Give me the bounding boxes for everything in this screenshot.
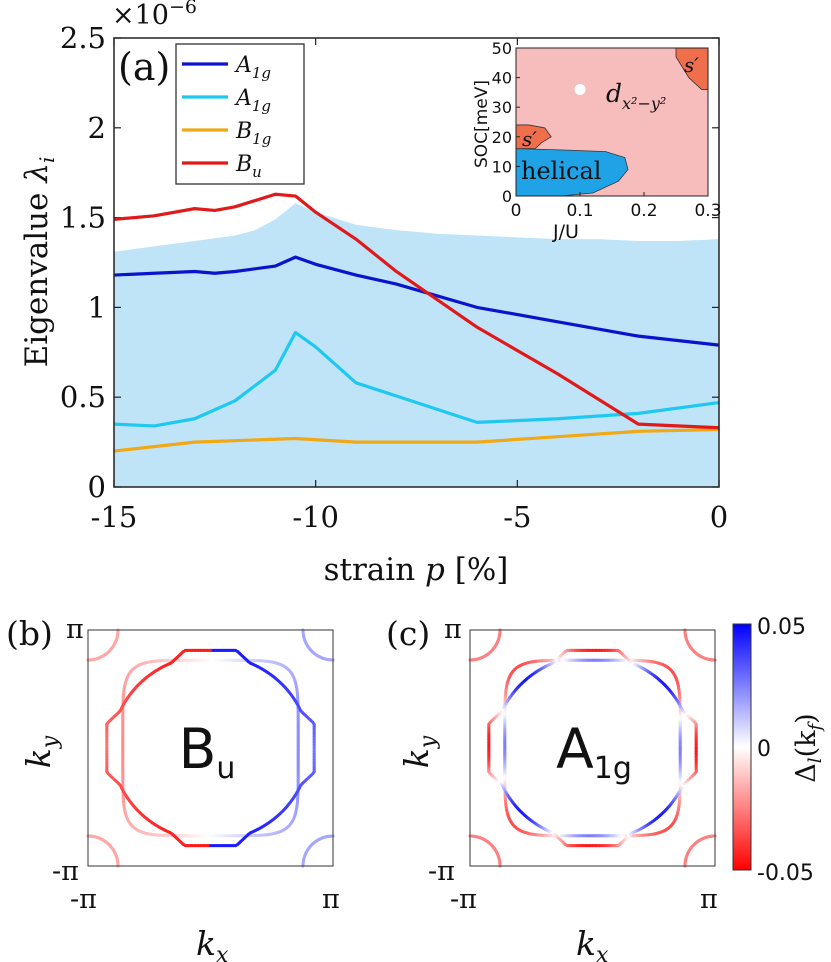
c-symmetry-label: A1g xyxy=(556,717,632,786)
colorbar-min-label: -0.05 xyxy=(757,861,814,886)
a-legend-box xyxy=(175,43,305,185)
b-xtick-right: π xyxy=(322,884,340,915)
b-xtick-left: -π xyxy=(70,884,97,915)
a-xtick-label: -10 xyxy=(292,500,339,534)
colorbar-max-label: 0.05 xyxy=(757,615,806,640)
b-fermi-surface xyxy=(86,628,335,868)
b-y-axis-label: ky xyxy=(19,735,63,768)
a-xtick-label: 0 xyxy=(710,500,728,534)
inset-ytick-label: 10 xyxy=(492,157,512,176)
c-panel-label: (c) xyxy=(386,614,430,653)
a-y-axis-label: Eigenvalue λi xyxy=(19,157,59,368)
inset-regions-layer xyxy=(515,47,709,197)
b-ytick-bottom: -π xyxy=(52,856,79,887)
c-y-axis-label: ky xyxy=(397,735,441,768)
c-ytick-top: π xyxy=(444,614,462,645)
inset-label-s-prime-high: s′ xyxy=(684,53,699,77)
a-legend-items: A1g A1g B1g Bu xyxy=(182,53,271,181)
panel-a: -15 -10 -5 000.511.522.5 ×10−6 (a) strain p… xyxy=(19,0,728,588)
colorbar-mid-label: 0 xyxy=(757,737,771,762)
a-ytick-label: 2.5 xyxy=(60,21,106,55)
a-xtick-label: -5 xyxy=(503,500,531,534)
colorbar-gradient xyxy=(732,623,752,871)
a-series-line-1 xyxy=(113,330,720,428)
b-symmetry-label: Bu xyxy=(179,717,236,786)
c-xtick-left: -π xyxy=(450,884,477,915)
inset-marker-point xyxy=(574,83,586,95)
panel-b: (b) π -π -π π kx ky Bu xyxy=(6,614,340,962)
b-x-axis-label: kx xyxy=(196,924,229,962)
inset-xtick-label: 0 xyxy=(511,201,522,221)
b-ytick-top: π xyxy=(66,614,84,645)
a-series-line-2 xyxy=(113,427,720,453)
colorbar: 0.05 0 -0.05 Δl(kf) xyxy=(732,615,826,886)
c-fermi-surface xyxy=(468,628,717,868)
colorbar-label: Δl(kf) xyxy=(791,713,826,782)
a-series-line-0 xyxy=(113,255,720,347)
a-xtick-label: -15 xyxy=(91,500,138,534)
a-series-layer xyxy=(113,192,720,453)
a-legend-label-3: Bu xyxy=(235,152,262,181)
c-x-axis-label: kx xyxy=(576,924,609,962)
a-ticks-layer: -15 -10 -5 000.511.522.5 xyxy=(60,21,728,534)
a-ytick-label: 2 xyxy=(88,111,106,145)
a-panel-label: (a) xyxy=(118,45,170,89)
a-plot-frame xyxy=(113,37,720,488)
inset-region-2 xyxy=(515,124,552,150)
a-band-layer xyxy=(114,203,719,487)
b-panel-label: (b) xyxy=(6,614,53,653)
inset-region-1 xyxy=(515,148,629,197)
inset-ytick-label: 30 xyxy=(492,98,512,117)
c-ytick-bottom: -π xyxy=(428,856,455,887)
b-plot-frame xyxy=(87,629,334,867)
inset-ticks-layer: 0 0.1 0.2 0.3 0 10 20 30 40 50 xyxy=(492,39,722,221)
inset-label-helical: helical xyxy=(521,157,601,185)
inset-xtick-label: 0.1 xyxy=(566,201,593,221)
a-series-line-3 xyxy=(113,192,720,430)
a-shaded-band xyxy=(114,203,719,487)
inset-frame xyxy=(515,47,709,197)
inset-x-axis-label: J/U xyxy=(552,221,579,243)
a-ytick-label: 1 xyxy=(88,290,106,324)
c-xtick-right: π xyxy=(700,884,718,915)
a-x-axis-label: strain p [%] xyxy=(324,552,509,588)
inset-y-axis-label: SOC[meV] xyxy=(472,80,492,168)
inset-xtick-label: 0.3 xyxy=(694,201,721,221)
inset-ytick-label: 0 xyxy=(502,187,512,206)
inset-ytick-label: 20 xyxy=(492,128,512,147)
inset-xtick-label: 0.2 xyxy=(630,201,657,221)
a-ytick-label: 0 xyxy=(88,470,106,504)
a-ytick-label: 0.5 xyxy=(60,380,106,414)
a-legend-label-2: B1g xyxy=(235,119,271,148)
inset-ytick-label: 40 xyxy=(492,69,512,88)
a-ytick-label: 1.5 xyxy=(60,201,106,235)
panel-c: (c) π -π -π π kx ky A1g xyxy=(386,614,718,962)
inset-label-dx2y2: dx²−y² xyxy=(606,79,666,113)
a-legend-label-1: A1g xyxy=(234,86,271,115)
c-plot-frame xyxy=(469,629,716,867)
a-y-multiplier: ×10−6 xyxy=(112,0,197,31)
a-legend: A1g A1g B1g Bu xyxy=(175,43,305,185)
inset-label-s-prime-low: s′ xyxy=(522,127,537,151)
a-legend-label-0: A1g xyxy=(234,53,271,82)
inset-ytick-label: 50 xyxy=(492,39,512,58)
